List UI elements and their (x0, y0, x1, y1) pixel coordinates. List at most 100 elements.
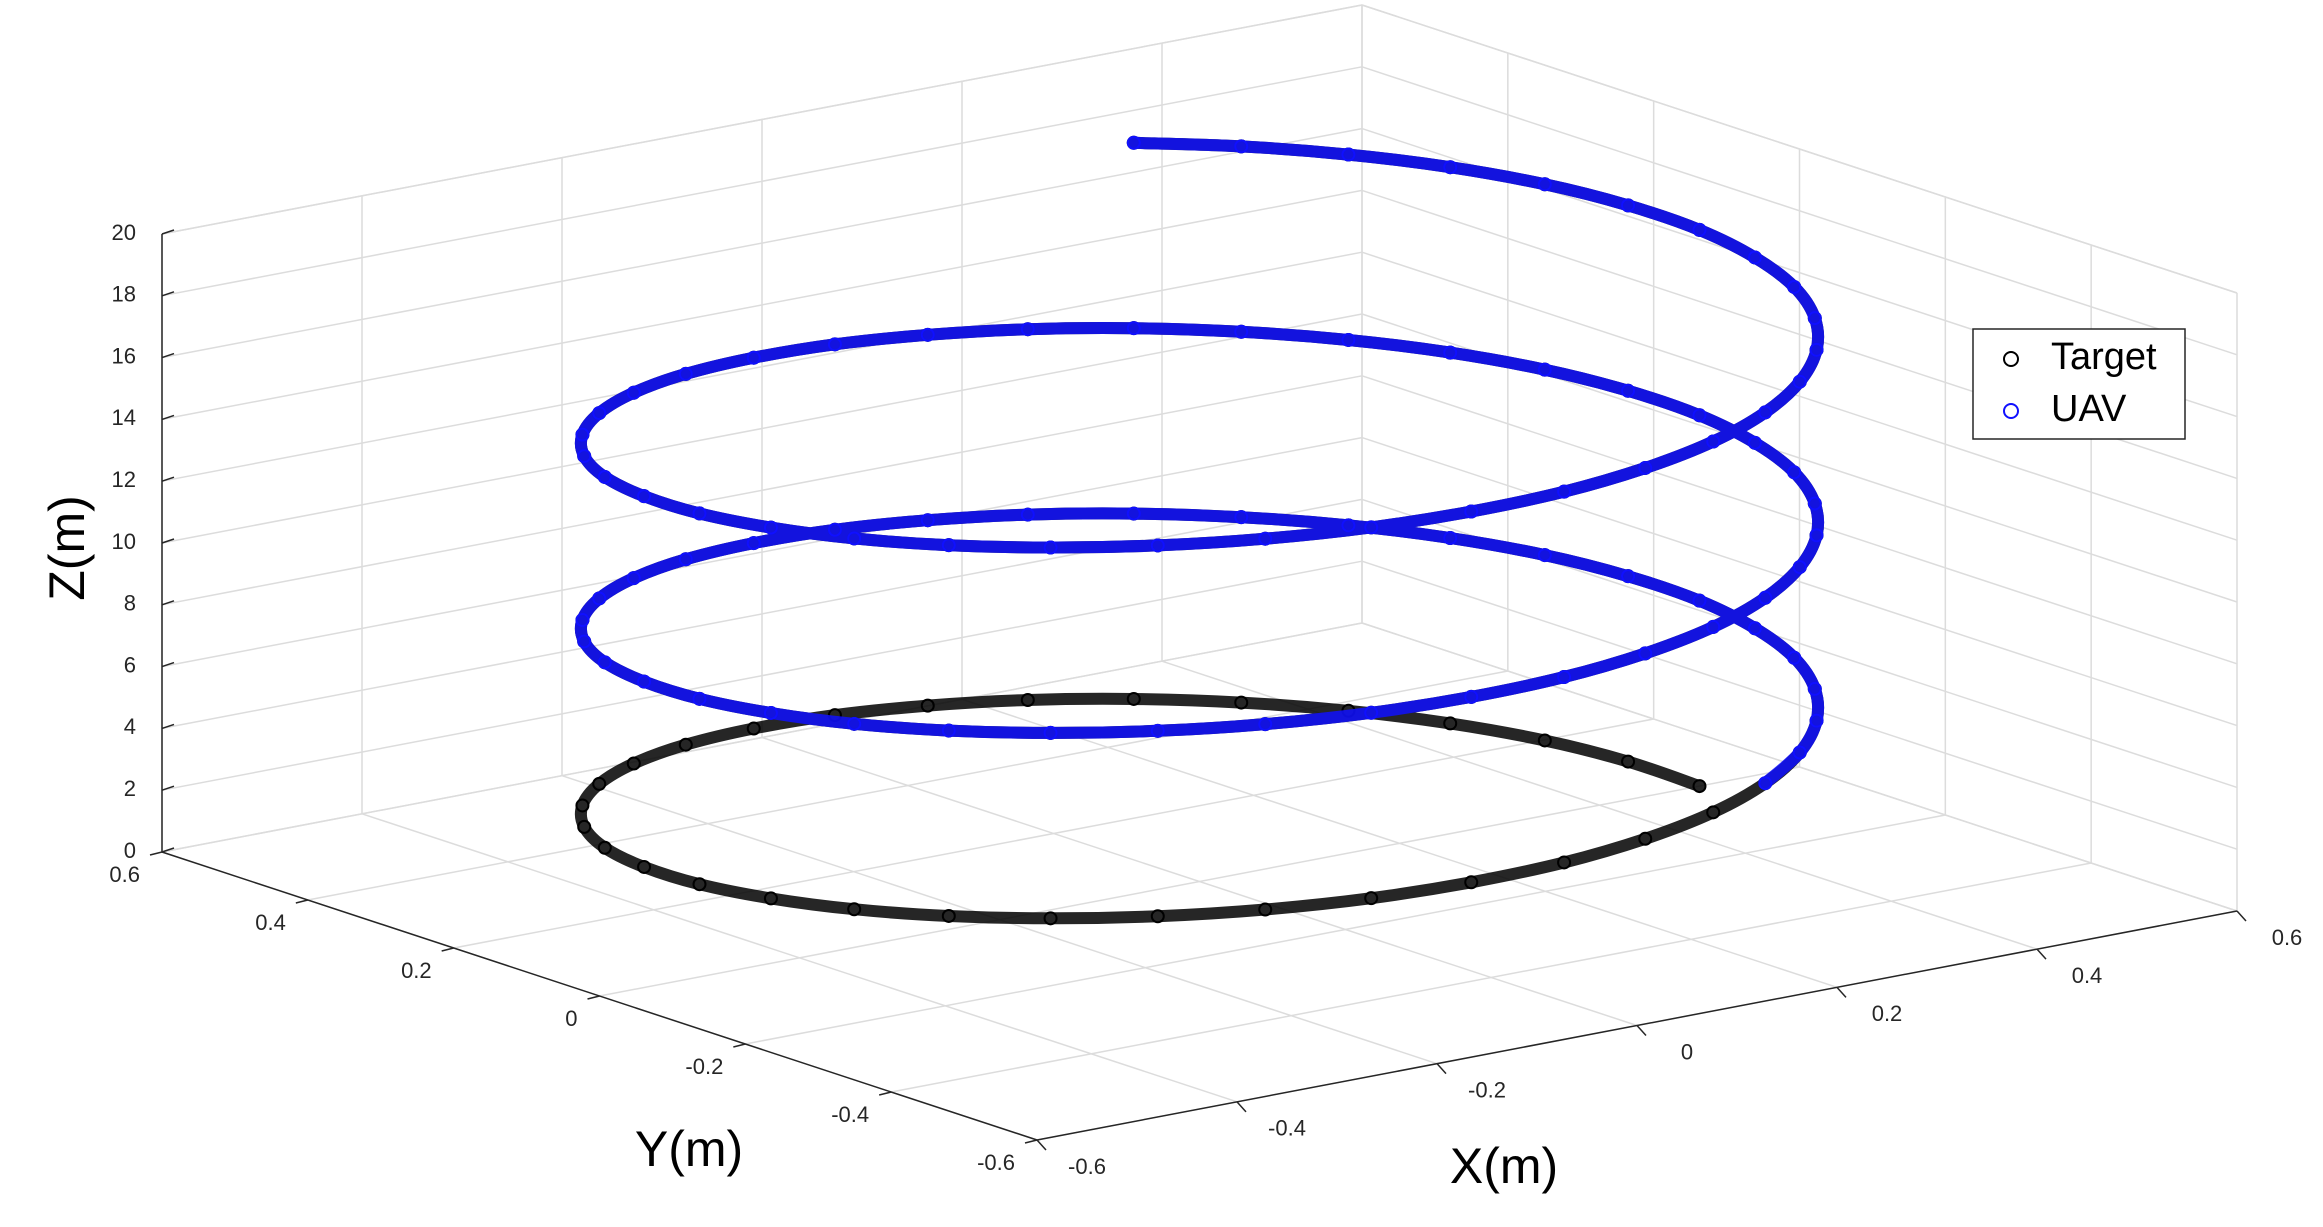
marker (1809, 713, 1824, 728)
marker (597, 655, 612, 670)
y-tick (1024, 1139, 1038, 1144)
marker (626, 756, 641, 771)
grid-line (161, 436, 1363, 668)
z-tick (161, 538, 175, 544)
marker (637, 674, 652, 689)
marker (1557, 855, 1572, 870)
marker (1234, 695, 1249, 710)
z-tick-label: 14 (112, 405, 136, 430)
marker (637, 489, 652, 504)
grid-line (1361, 622, 2238, 912)
marker (1792, 560, 1807, 575)
marker (1787, 465, 1802, 480)
marker (847, 716, 862, 731)
y-tick-label: 0 (565, 1006, 577, 1031)
marker (678, 366, 693, 381)
grid-line (161, 498, 1363, 730)
x-tick-label: -0.2 (1468, 1077, 1506, 1102)
marker (1692, 593, 1707, 608)
marker (1464, 875, 1479, 890)
marker (1692, 222, 1707, 237)
marker (746, 536, 761, 551)
z-tick-label: 20 (112, 220, 136, 245)
marker (1537, 733, 1552, 748)
z-tick (161, 352, 175, 359)
marker (577, 449, 592, 464)
z-tick-label: 8 (124, 591, 136, 616)
z-tick (161, 847, 175, 853)
grid-line (161, 127, 1363, 359)
marker (1706, 805, 1721, 820)
z-tick (161, 229, 175, 235)
marker (1364, 705, 1379, 720)
marker (1126, 691, 1141, 706)
marker (1234, 510, 1249, 525)
legend-box (1972, 328, 2186, 440)
y-tick (733, 1043, 746, 1048)
z-tick (161, 414, 175, 421)
marker (1787, 650, 1802, 665)
marker (575, 613, 590, 628)
marker (1621, 198, 1636, 213)
z-tick (161, 661, 175, 668)
x-tick (1436, 1063, 1447, 1075)
z-tick-label: 0 (124, 838, 136, 863)
marker (592, 591, 607, 606)
marker (746, 721, 761, 736)
marker (941, 538, 956, 553)
marker (1747, 435, 1762, 450)
marker (1443, 160, 1458, 175)
grid-line (1361, 4, 2238, 294)
marker (847, 531, 862, 546)
marker (1557, 484, 1572, 499)
x-tick-label: 0.4 (2072, 963, 2103, 988)
marker (1364, 520, 1379, 535)
grid-line (453, 718, 1654, 949)
marker (1150, 909, 1165, 924)
marker (597, 840, 612, 855)
series-trace (574, 136, 1825, 790)
marker (592, 776, 607, 791)
marker (1234, 139, 1249, 154)
z-tick-label: 4 (124, 714, 136, 739)
grid-line (161, 622, 1363, 853)
marker (678, 737, 693, 752)
marker (1747, 250, 1762, 265)
grid-line (161, 4, 1363, 235)
y-tick (441, 947, 454, 952)
marker (920, 513, 935, 528)
marker (920, 327, 935, 342)
z-tick (161, 723, 175, 730)
marker (1464, 504, 1479, 519)
y-tick-label: -0.2 (685, 1054, 723, 1079)
marker (1126, 506, 1141, 521)
y-tick-label: 0.2 (401, 958, 432, 983)
grid-line (161, 66, 1363, 297)
grid-line (891, 862, 2092, 1093)
grid-line (161, 251, 1363, 482)
x-tick-label: 0 (1681, 1039, 1693, 1064)
marker (763, 706, 778, 721)
marker (1341, 147, 1356, 162)
x-tick (1036, 1139, 1047, 1151)
x-tick (1236, 1101, 1247, 1113)
z-tick-label: 2 (124, 776, 136, 801)
grid-line (1361, 66, 2238, 356)
grid-line (1361, 436, 2238, 727)
marker (575, 427, 590, 442)
marker (847, 902, 862, 917)
y-tick (295, 899, 309, 904)
marker (1692, 408, 1707, 423)
marker (1638, 831, 1653, 846)
marker (597, 469, 612, 484)
y-tick-label: -0.6 (977, 1150, 1015, 1175)
z-tick (161, 476, 175, 482)
x-tick (1836, 986, 1847, 998)
legend-marker (2003, 403, 2019, 419)
marker (1747, 621, 1762, 636)
z-tick-label: 18 (112, 282, 136, 307)
legend-marker (2003, 351, 2019, 367)
marker (1792, 374, 1807, 389)
